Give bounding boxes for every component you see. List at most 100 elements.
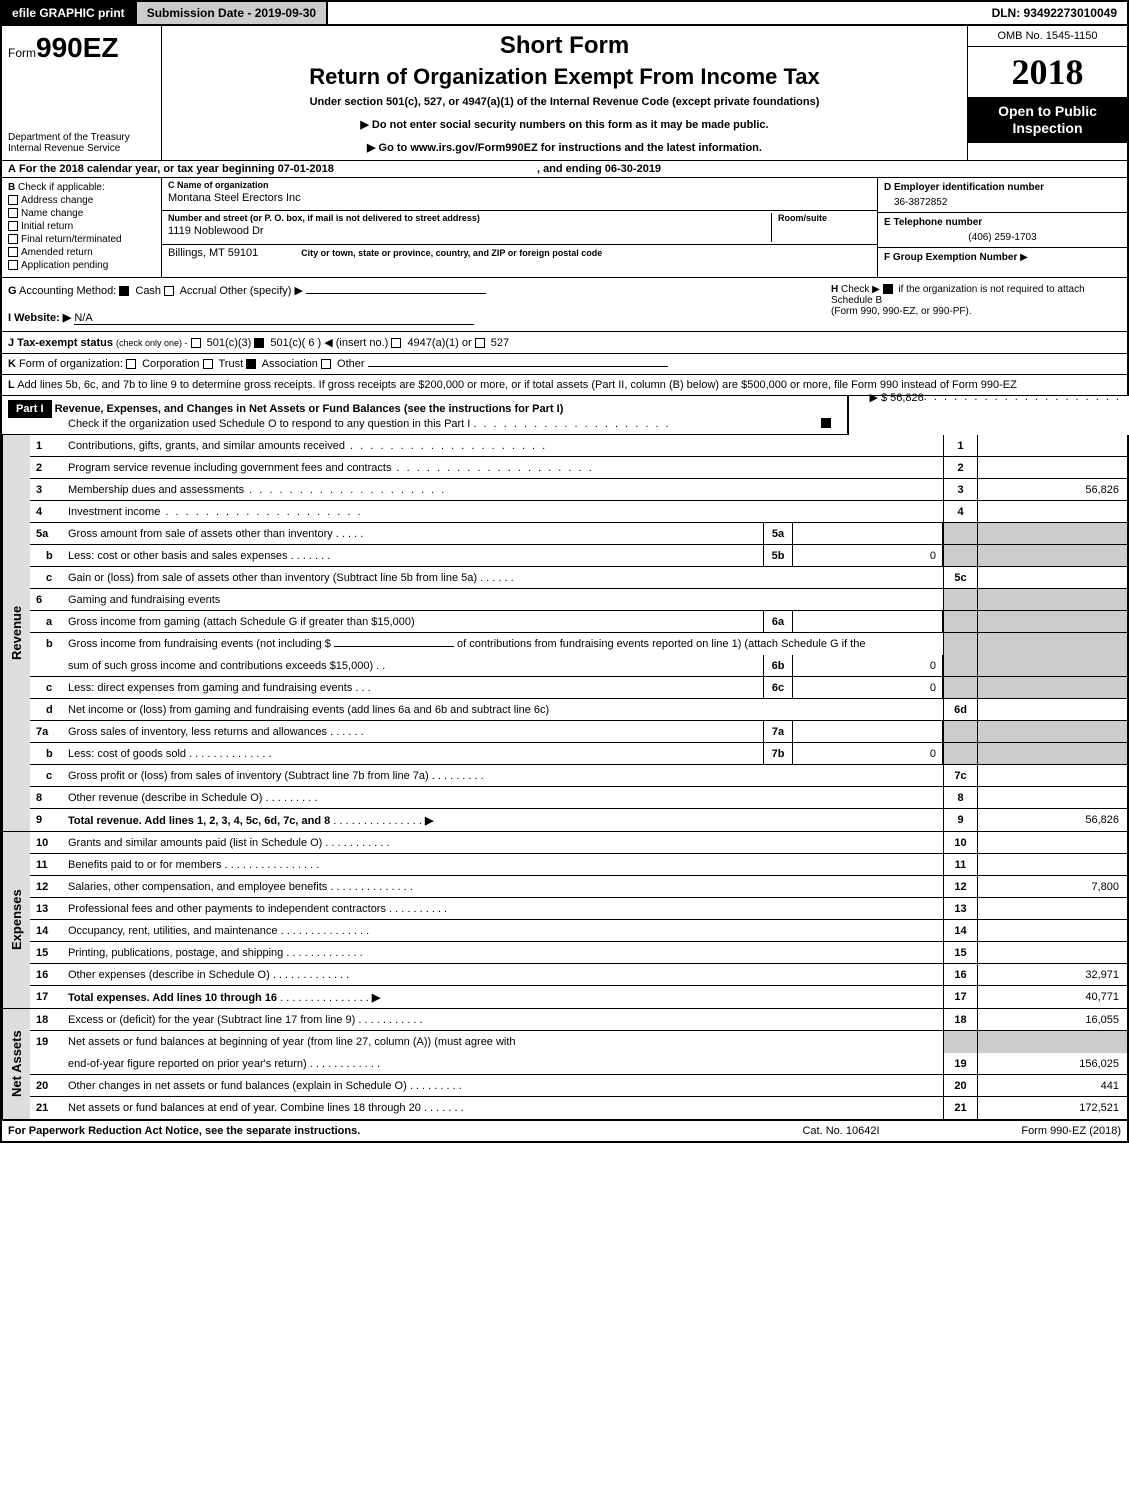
chk-cash[interactable] [119,286,129,296]
ein-label: D Employer identification number [884,182,1121,193]
efile-print-button[interactable]: efile GRAPHIC print [2,2,137,24]
goto-text: ▶ Go to www.irs.gov/Form990EZ for instru… [367,142,762,154]
open-to-public: Open to Public Inspection [968,97,1127,143]
chk-h[interactable] [883,284,893,294]
line-6: 6Gaming and fundraising events [30,589,1127,611]
line-19a: 19Net assets or fund balances at beginni… [30,1031,1127,1053]
revenue-side-label: Revenue [2,435,30,831]
chk-501c[interactable] [254,338,264,348]
label-k: K [8,358,16,370]
footer-left: For Paperwork Reduction Act Notice, see … [8,1125,741,1137]
info-grid: B Check if applicable: Address change Na… [0,178,1129,278]
row-k: K Form of organization: Corporation Trus… [0,354,1129,375]
room-label: Room/suite [778,213,871,223]
line-6b-pre: bGross income from fundraising events (n… [30,633,1127,655]
part1-title: Revenue, Expenses, and Changes in Net As… [55,403,564,415]
chk-527[interactable] [475,338,485,348]
short-form-title: Short Form [168,32,961,60]
header-center: Short Form Return of Organization Exempt… [162,26,967,160]
chk-final-return[interactable]: Final return/terminated [8,234,155,245]
header-right: OMB No. 1545-1150 2018 Open to Public In… [967,26,1127,160]
org-name: Montana Steel Erectors Inc [168,190,871,206]
line-20: 20Other changes in net assets or fund ba… [30,1075,1127,1097]
line-7a: 7aGross sales of inventory, less returns… [30,721,1127,743]
label-h: H [831,284,838,295]
check-applicable: Check if applicable: [18,182,105,193]
label-b: B [8,182,15,193]
chk-amended-return[interactable]: Amended return [8,247,155,258]
row-g-h: G Accounting Method: Cash Accrual Other … [0,278,1129,332]
chk-assoc[interactable] [246,359,256,369]
goto-link[interactable]: ▶ Go to www.irs.gov/Form990EZ for instru… [168,141,961,154]
street-label: Number and street (or P. O. box, if mail… [168,213,771,223]
dln-number: DLN: 93492273010049 [982,2,1127,24]
row-l: L Add lines 5b, 6c, and 7b to line 9 to … [0,375,1129,396]
expenses-section: Expenses 10Grants and similar amounts pa… [0,832,1129,1009]
phone-label: E Telephone number [884,217,1121,228]
line-6a: aGross income from gaming (attach Schedu… [30,611,1127,633]
return-title: Return of Organization Exempt From Incom… [168,64,961,90]
line-17: 17Total expenses. Add lines 10 through 1… [30,986,1127,1008]
label-g: G [8,285,17,297]
label-j: J Tax-exempt status [8,337,113,349]
accounting-method: Accounting Method: [19,285,116,297]
line-5b: bLess: cost or other basis and sales exp… [30,545,1127,567]
phone: (406) 259-1703 [884,228,1121,243]
col-b: B Check if applicable: Address change Na… [2,178,162,277]
chk-corp[interactable] [126,359,136,369]
irs-label: Internal Revenue Service [8,143,155,154]
ssn-warning: ▶ Do not enter social security numbers o… [168,118,961,131]
group-exempt-arrow: ▶ [1020,252,1028,263]
ein: 36-3872852 [884,193,1121,208]
form-prefix: Form [8,46,36,60]
form-number-box: Form990EZ Department of the Treasury Int… [2,26,162,160]
line-7c: cGross profit or (loss) from sales of in… [30,765,1127,787]
line-2: 2Program service revenue including gover… [30,457,1127,479]
form-number: 990EZ [36,32,119,63]
chk-initial-return[interactable]: Initial return [8,221,155,232]
line-4: 4Investment income4 [30,501,1127,523]
group-exempt-label: F Group Exemption Number [884,252,1017,263]
chk-4947[interactable] [391,338,401,348]
city: Billings, MT 59101 [168,245,258,261]
col-d: D Employer identification number 36-3872… [877,178,1127,277]
line-5c: cGain or (loss) from sale of assets othe… [30,567,1127,589]
line-12: 12Salaries, other compensation, and empl… [30,876,1127,898]
netassets-side-label: Net Assets [2,1009,30,1119]
h-text3: (Form 990, 990-EZ, or 990-PF). [831,306,1121,317]
line-14: 14Occupancy, rent, utilities, and mainte… [30,920,1127,942]
form-header: Form990EZ Department of the Treasury Int… [0,26,1129,161]
expenses-side-label: Expenses [2,832,30,1008]
tax-year: 2018 [968,47,1127,97]
under-section: Under section 501(c), 527, or 4947(a)(1)… [168,96,961,108]
line-5a: 5aGross amount from sale of assets other… [30,523,1127,545]
period-text: For the 2018 calendar year, or tax year … [19,163,334,175]
period-row: A For the 2018 calendar year, or tax yea… [0,161,1129,178]
accounting-other: Other (specify) ▶ [219,285,303,297]
chk-accrual[interactable] [164,286,174,296]
chk-name-change[interactable]: Name change [8,208,155,219]
l-amount: ▶ $ 56,826 [869,391,923,404]
line-9: 9Total revenue. Add lines 1, 2, 3, 4, 5c… [30,809,1127,831]
chk-501c3[interactable] [191,338,201,348]
line-1: 1Contributions, gifts, grants, and simil… [30,435,1127,457]
revenue-section: Revenue 1Contributions, gifts, grants, a… [0,435,1129,832]
dept-treasury: Department of the Treasury [8,132,155,143]
label-i: I Website: ▶ [8,312,71,324]
netassets-section: Net Assets 18Excess or (deficit) for the… [0,1009,1129,1120]
org-name-label: C Name of organization [168,180,871,190]
col-c: C Name of organization Montana Steel Ere… [162,178,877,277]
line-21: 21Net assets or fund balances at end of … [30,1097,1127,1119]
chk-application-pending[interactable]: Application pending [8,260,155,271]
chk-schedule-o[interactable] [821,418,831,428]
submission-date: Submission Date - 2019-09-30 [137,2,328,24]
chk-address-change[interactable]: Address change [8,195,155,206]
chk-trust[interactable] [203,359,213,369]
line-11: 11Benefits paid to or for members . . . … [30,854,1127,876]
line-16: 16Other expenses (describe in Schedule O… [30,964,1127,986]
footer-cat: Cat. No. 10642I [741,1125,941,1137]
chk-other-org[interactable] [321,359,331,369]
footer: For Paperwork Reduction Act Notice, see … [0,1120,1129,1143]
part1-check-text: Check if the organization used Schedule … [68,418,470,430]
line-7b: bLess: cost of goods sold . . . . . . . … [30,743,1127,765]
